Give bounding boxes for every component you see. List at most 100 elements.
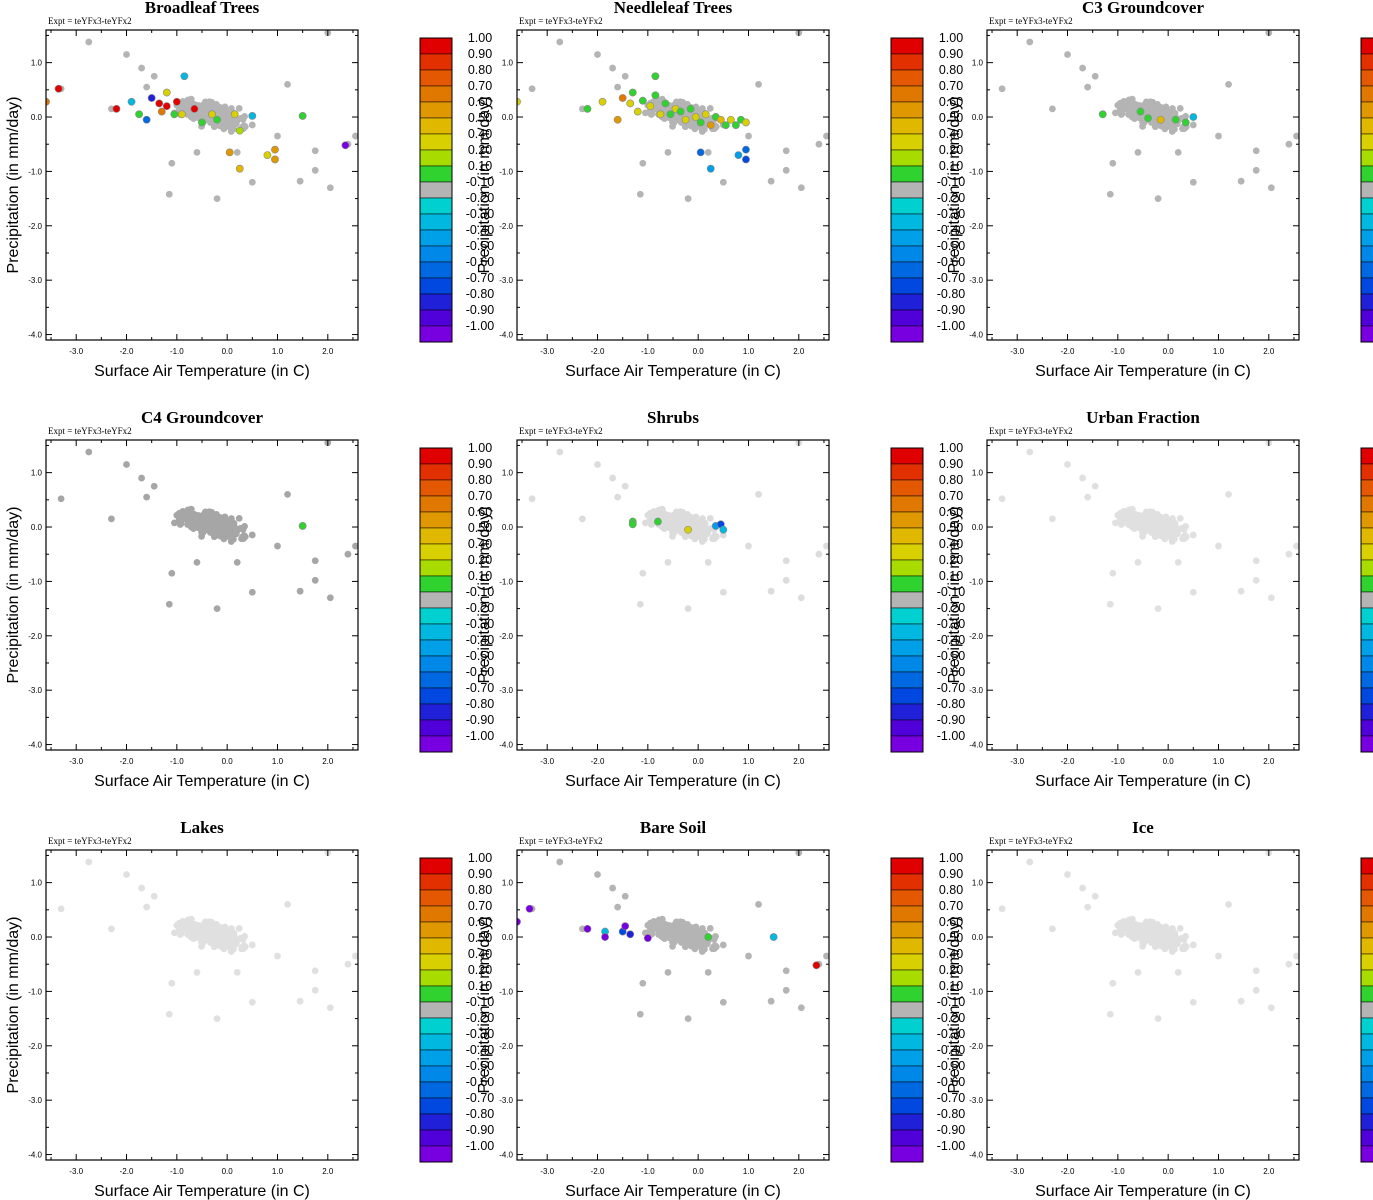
colorbar-swatch <box>419 85 453 103</box>
background-point <box>656 508 664 516</box>
data-point <box>684 525 692 534</box>
data-point <box>1098 110 1107 119</box>
x-tick-label: 2.0 <box>793 757 805 766</box>
x-tick-label: 1.0 <box>272 757 284 766</box>
expt-label: Expt = teYFx3-teYFx2 <box>48 426 132 436</box>
colorbar-label: 0.80 <box>939 883 963 897</box>
colorbar-swatch <box>890 937 924 955</box>
colorbar-swatch <box>419 543 453 561</box>
data-point <box>732 121 740 130</box>
x-tick-label: -3.0 <box>540 757 554 766</box>
background-point <box>1237 587 1245 595</box>
background-point <box>609 474 617 482</box>
colorbar-swatch <box>890 133 924 151</box>
colorbar-swatch <box>890 1017 924 1035</box>
background-point <box>1079 474 1087 482</box>
colorbar-swatch <box>419 447 453 465</box>
colorbar-label: -0.50 <box>937 239 966 253</box>
colorbar-swatch <box>419 655 453 673</box>
data-point <box>696 118 705 127</box>
colorbar-label: -0.60 <box>466 1075 495 1089</box>
expt-label: Expt = teYFx3-teYFx2 <box>989 426 1073 436</box>
colorbar-label: 0.70 <box>468 79 492 93</box>
colorbar-label: -1.00 <box>466 1139 495 1153</box>
data-point <box>626 99 635 108</box>
background-point <box>176 521 184 528</box>
background-point <box>1154 511 1161 518</box>
background-point <box>221 114 229 122</box>
colorbar-swatch <box>1360 181 1373 199</box>
background-point <box>650 507 658 515</box>
background-point <box>719 178 727 186</box>
colorbar-swatch <box>890 293 924 311</box>
background-point <box>1084 493 1092 501</box>
colorbar-swatch <box>890 985 924 1003</box>
background-point <box>639 979 647 987</box>
background-point <box>1215 952 1222 960</box>
background-point <box>296 177 304 185</box>
colorbar-label: 0.70 <box>468 899 492 913</box>
y-tick-label: -4.0 <box>499 331 513 340</box>
data-point <box>628 88 637 97</box>
data-point <box>162 88 171 97</box>
background-point <box>556 858 564 866</box>
colorbar-label: -0.50 <box>466 239 495 253</box>
x-tick-label: 1.0 <box>1213 757 1225 766</box>
background-point <box>213 522 221 530</box>
y-tick-label: -3.0 <box>499 1096 513 1105</box>
background-point <box>1189 588 1197 596</box>
background-point <box>1126 98 1134 106</box>
y-axis-label: Precipitation (in mm/day) <box>946 97 963 274</box>
colorbar-label: -0.90 <box>466 303 495 317</box>
background-point <box>203 514 210 522</box>
colorbar-swatch <box>419 687 453 705</box>
data-point <box>147 94 156 102</box>
colorbar-swatch <box>890 101 924 119</box>
colorbar-label: 1.00 <box>939 441 963 455</box>
background-point <box>1120 917 1128 925</box>
background-point <box>1106 1010 1114 1018</box>
background-point <box>1134 148 1142 156</box>
background-point <box>248 941 256 949</box>
x-tick-label: -1.0 <box>1111 347 1125 356</box>
plot-frame <box>986 849 1300 1161</box>
background-point <box>190 935 197 943</box>
colorbar-swatch <box>1360 1129 1373 1147</box>
x-tick-label: -3.0 <box>1010 1167 1024 1176</box>
data-point <box>298 112 307 120</box>
background-point <box>998 905 1006 913</box>
y-axis-label: Precipitation (in mm/day) <box>5 97 22 274</box>
background-point <box>1267 1004 1275 1012</box>
x-tick-label: -2.0 <box>120 347 134 356</box>
colorbar-swatch <box>1360 703 1373 721</box>
colorbar-label: 0.20 <box>468 963 492 977</box>
background-point <box>1154 605 1162 612</box>
y-tick-label: -2.0 <box>969 632 983 641</box>
background-point <box>1134 558 1142 566</box>
x-tick-label: -1.0 <box>641 1167 655 1176</box>
colorbar-label: 0.40 <box>468 537 492 551</box>
background-point <box>1154 921 1161 928</box>
data-point <box>177 110 186 119</box>
background-point <box>663 513 671 521</box>
panel-title: Lakes <box>180 818 224 837</box>
colorbar-swatch <box>419 527 453 545</box>
background-point <box>1118 925 1126 933</box>
background-point <box>143 493 151 501</box>
background-point <box>1154 522 1162 530</box>
colorbar-swatch <box>1360 261 1373 279</box>
colorbar-swatch <box>419 703 453 721</box>
colorbar-label: 0.40 <box>939 127 963 141</box>
background-point <box>669 935 676 943</box>
colorbar-swatch <box>1360 479 1373 497</box>
colorbar-label: 0.20 <box>468 143 492 157</box>
x-tick-label: 2.0 <box>1263 347 1275 356</box>
background-point <box>1154 932 1162 940</box>
colorbar-label: -0.20 <box>937 191 966 205</box>
background-point <box>326 1004 334 1012</box>
background-point <box>233 148 241 156</box>
colorbar-swatch <box>1360 937 1373 955</box>
data-point <box>235 164 244 173</box>
colorbar-label: 0.10 <box>468 979 492 993</box>
data-point <box>716 115 725 124</box>
